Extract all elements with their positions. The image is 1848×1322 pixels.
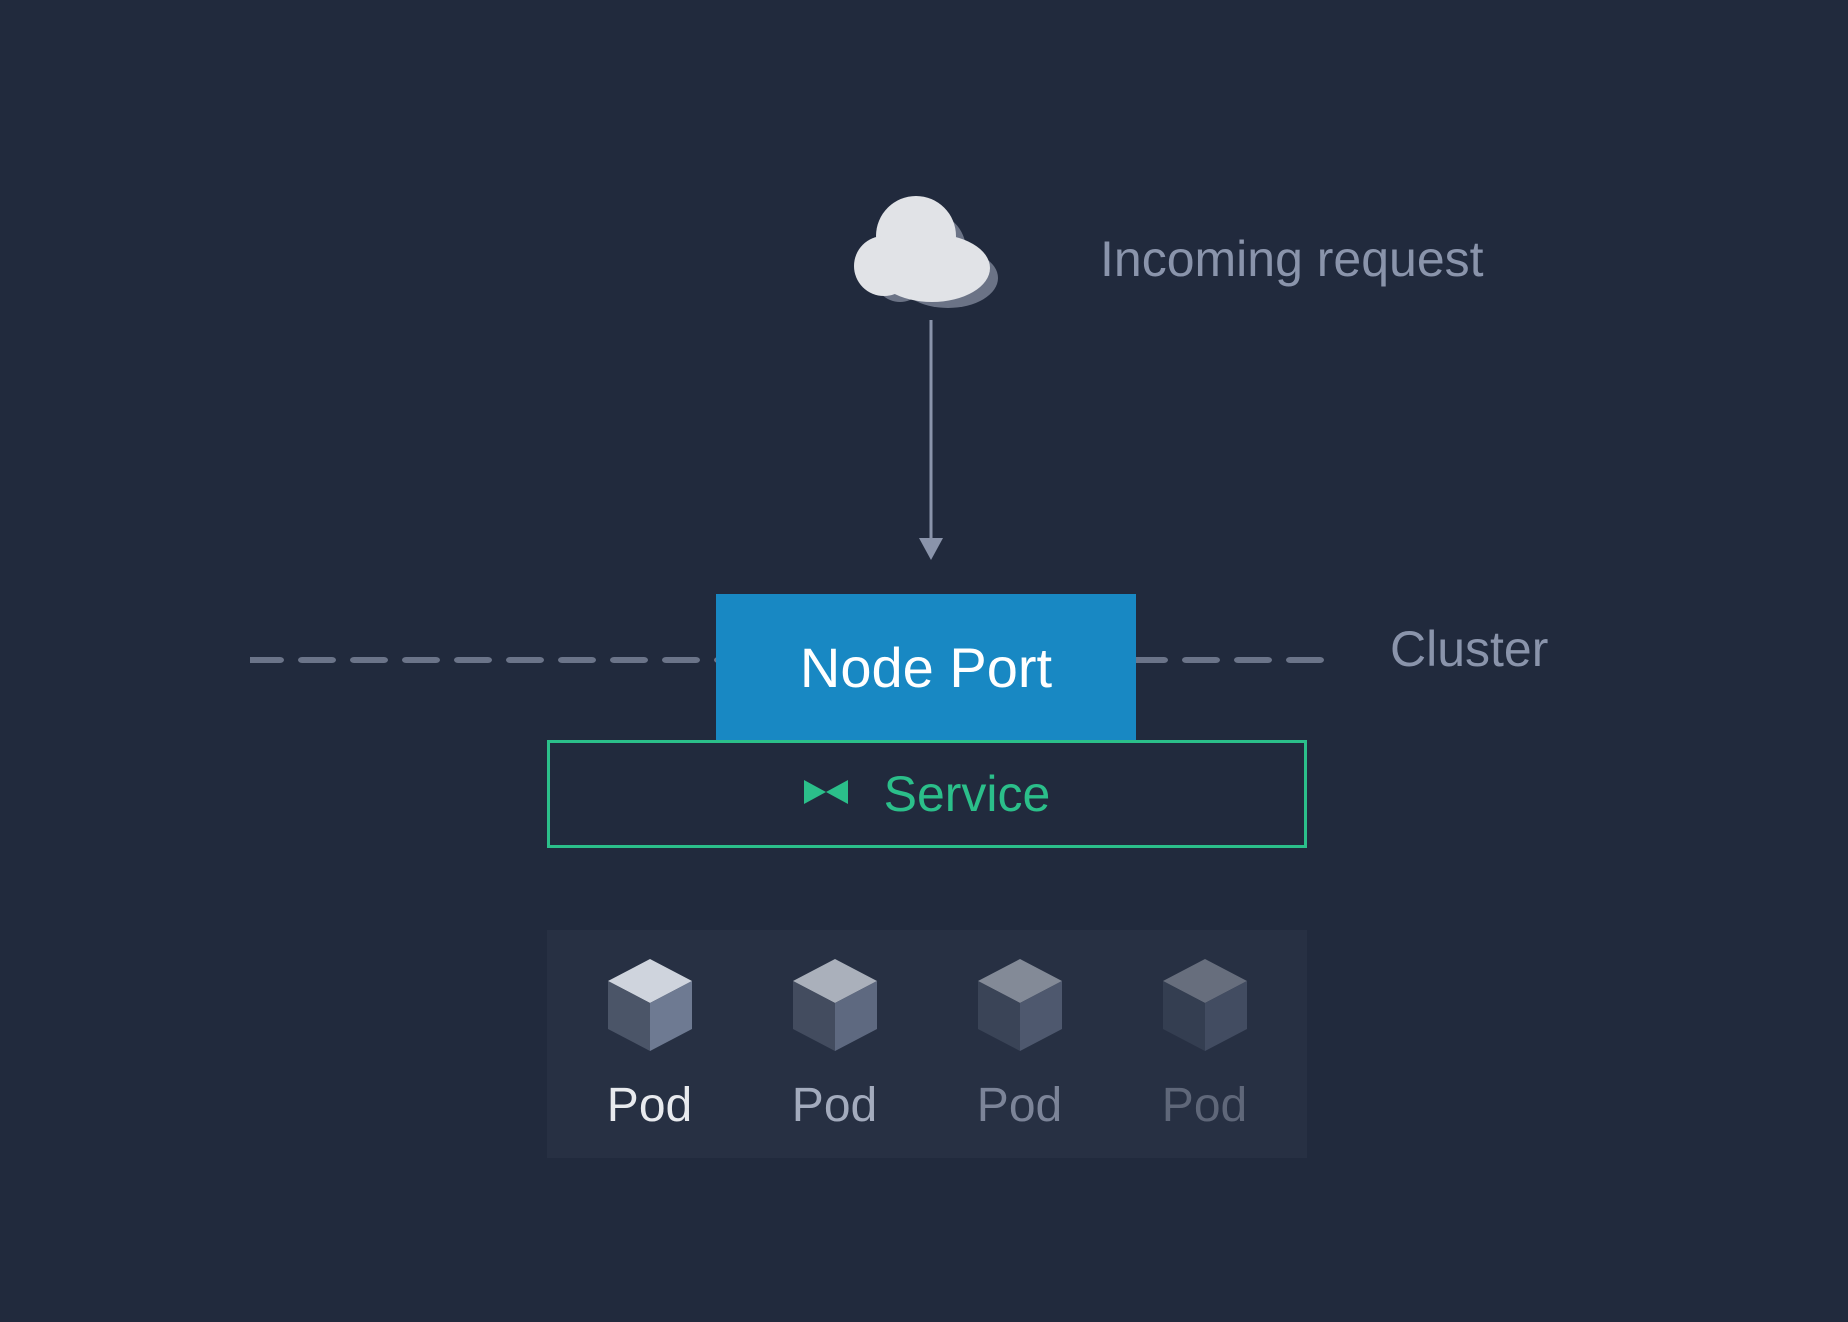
cube-icon <box>974 955 1066 1060</box>
pod-label: Pod <box>607 1078 692 1133</box>
cluster-label: Cluster <box>1390 620 1548 678</box>
cloud-icon <box>840 190 1010 310</box>
pod-item: Pod <box>935 955 1105 1133</box>
pod-label: Pod <box>977 1078 1062 1133</box>
service-box: Service <box>547 740 1307 848</box>
pods-container: Pod Pod Pod Pod <box>547 930 1307 1158</box>
cube-icon <box>1159 955 1251 1060</box>
pod-item: Pod <box>565 955 735 1133</box>
service-icon <box>804 770 848 819</box>
cloud-front <box>854 196 990 302</box>
pod-label: Pod <box>1162 1078 1247 1133</box>
diagram-canvas: Incoming request Cluster Node Port Servi… <box>0 0 1848 1322</box>
nodeport-label: Node Port <box>800 635 1052 700</box>
incoming-request-label: Incoming request <box>1100 230 1484 288</box>
nodeport-box: Node Port <box>716 594 1136 740</box>
cube-icon <box>789 955 881 1060</box>
pod-item: Pod <box>750 955 920 1133</box>
pod-label: Pod <box>792 1078 877 1133</box>
service-label: Service <box>884 765 1051 823</box>
pod-item: Pod <box>1120 955 1290 1133</box>
cube-icon <box>604 955 696 1060</box>
arrow-down-icon <box>916 320 946 560</box>
